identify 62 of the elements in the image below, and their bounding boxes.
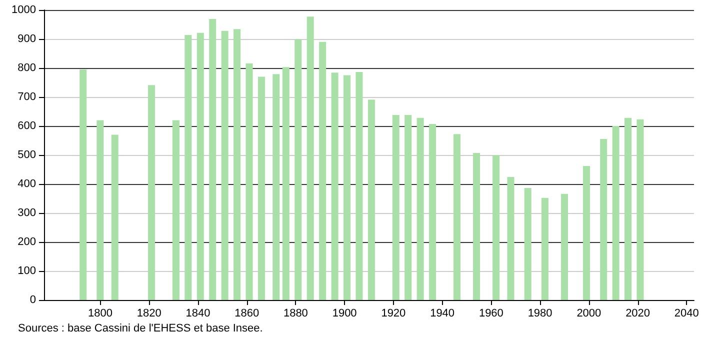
bar — [541, 198, 548, 300]
bar — [344, 75, 351, 300]
bar — [331, 72, 338, 300]
y-tick-label: 800 — [18, 62, 36, 74]
bar — [453, 134, 460, 300]
bar — [624, 118, 632, 300]
bar — [306, 16, 314, 300]
y-tick-label: 1000 — [12, 4, 36, 16]
bar — [636, 119, 644, 300]
bar — [148, 85, 156, 300]
bar — [319, 42, 326, 300]
bar — [429, 124, 436, 300]
x-tick-label: 2020 — [626, 308, 650, 320]
y-tick-label: 700 — [18, 91, 36, 103]
x-tick-label: 1980 — [528, 308, 552, 320]
bar — [524, 188, 532, 300]
bar — [492, 155, 500, 300]
bar — [582, 166, 590, 300]
bar — [196, 32, 204, 300]
bar — [294, 39, 302, 300]
x-tick-label: 2000 — [576, 308, 602, 320]
bar — [507, 177, 514, 300]
y-tick-label: 400 — [18, 178, 36, 190]
bar — [246, 63, 253, 300]
bar — [368, 100, 375, 300]
bar — [282, 67, 290, 300]
bar — [172, 120, 180, 300]
bar — [473, 152, 480, 300]
bar — [356, 72, 363, 300]
x-tick-label: 1860 — [234, 308, 260, 320]
bar — [416, 118, 424, 300]
x-tick-label: 1960 — [478, 308, 504, 320]
bar — [221, 30, 228, 300]
bar — [80, 69, 87, 300]
bar — [600, 139, 608, 300]
x-tick-label: 1820 — [136, 308, 162, 320]
y-tick-label: 0 — [30, 294, 36, 306]
bar — [111, 134, 118, 300]
bar — [209, 18, 216, 300]
x-tick-label: 2040 — [674, 308, 699, 320]
y-tick-label: 900 — [18, 33, 36, 45]
bar — [234, 29, 241, 300]
bar — [258, 76, 265, 300]
y-tick-label: 300 — [18, 207, 36, 219]
bar — [96, 120, 104, 300]
bar — [560, 194, 568, 300]
y-tick-label: 100 — [18, 265, 36, 277]
x-tick-label: 1840 — [186, 308, 210, 320]
x-tick-label: 1940 — [430, 308, 455, 320]
x-tick-label: 1920 — [381, 308, 406, 320]
x-tick-label: 1880 — [283, 308, 308, 320]
bar — [404, 114, 412, 300]
bar — [392, 114, 400, 300]
source-note: Sources : base Cassini de l'EHESS et base Insee. — [18, 322, 263, 334]
y-tick-label: 200 — [18, 236, 36, 248]
x-tick-label: 1800 — [88, 308, 112, 320]
y-tick-label: 600 — [18, 120, 36, 132]
y-tick-label: 500 — [18, 149, 36, 161]
bar — [184, 34, 192, 300]
bar — [272, 74, 280, 300]
x-tick-label: 1900 — [332, 308, 357, 320]
bar — [612, 126, 620, 300]
